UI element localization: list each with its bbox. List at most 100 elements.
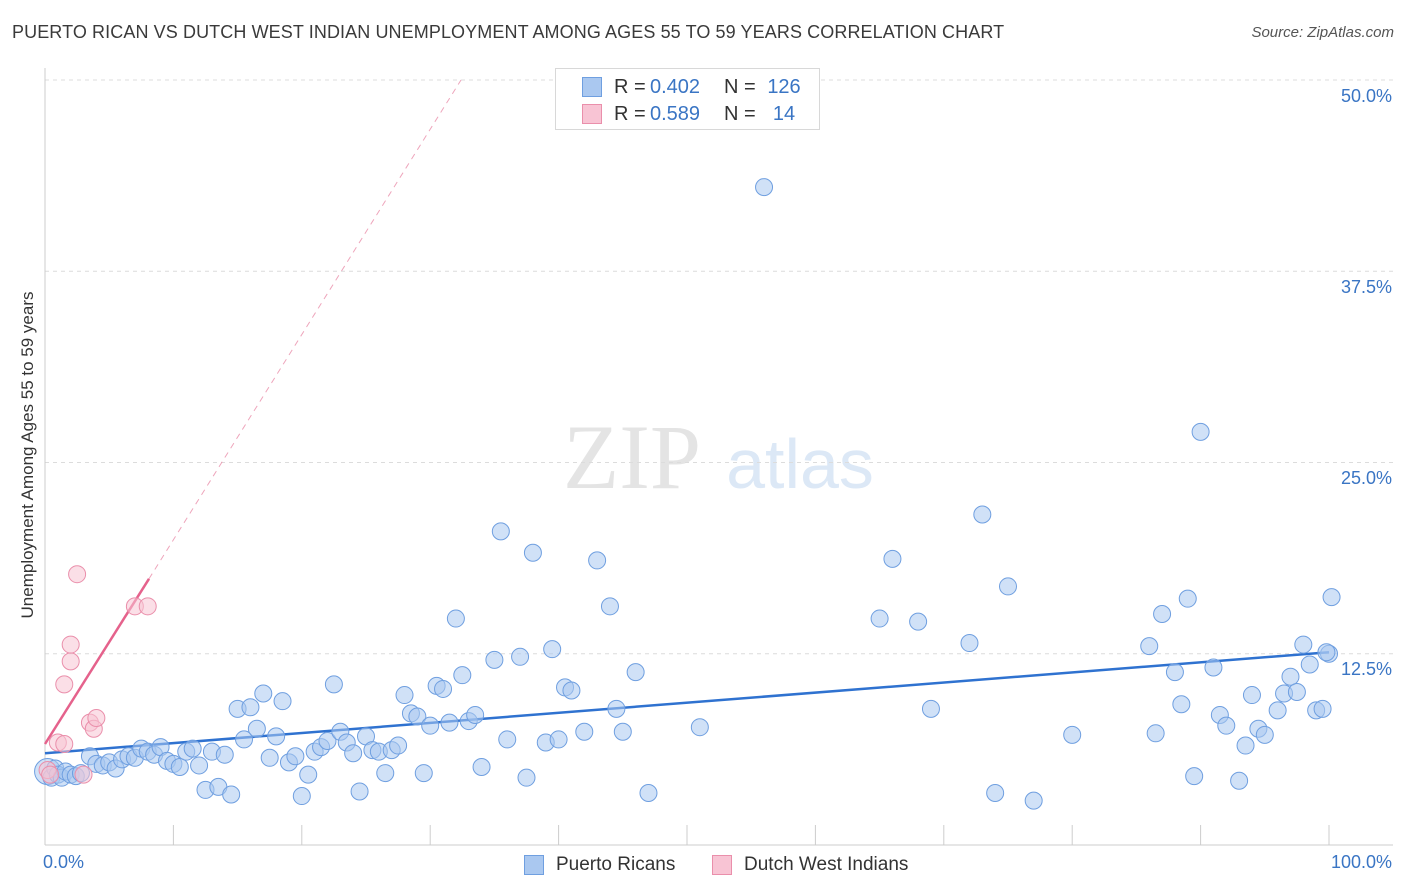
data-point <box>1146 724 1165 743</box>
data-point <box>273 692 292 711</box>
data-point <box>1140 637 1159 656</box>
data-point <box>1063 725 1082 744</box>
data-point <box>41 765 60 784</box>
data-point <box>613 722 632 741</box>
data-point <box>1281 667 1300 686</box>
axes <box>44 68 1393 846</box>
data-point <box>960 634 979 653</box>
data-point <box>247 719 266 738</box>
data-point <box>453 666 472 685</box>
data-point <box>1172 695 1191 714</box>
data-point <box>267 727 286 746</box>
data-point <box>440 713 459 732</box>
data-point <box>421 716 440 735</box>
data-point <box>222 785 241 804</box>
data-point <box>1230 771 1249 790</box>
data-point <box>1165 663 1184 682</box>
watermark-zip: ZIP <box>563 406 701 508</box>
data-point <box>466 705 485 724</box>
legend-swatch-blue <box>524 855 544 875</box>
data-point <box>1313 699 1332 718</box>
data-point <box>986 783 1005 802</box>
legend-label-puerto-ricans: Puerto Ricans <box>556 854 676 875</box>
legend-item-puerto-ricans: Puerto Ricans <box>524 852 675 878</box>
data-point <box>639 783 658 802</box>
legend-item-dutch-west-indians: Dutch West Indians <box>712 852 908 878</box>
data-point <box>350 782 369 801</box>
data-point <box>190 756 209 775</box>
data-point <box>183 739 202 758</box>
data-point <box>61 652 80 671</box>
legend-row-puerto-ricans: R = 0.402 N = 126 <box>582 74 804 100</box>
data-point <box>1204 658 1223 677</box>
legend-r-label: R = <box>614 75 646 98</box>
grid-lines <box>45 79 1393 655</box>
y-tick-label-25: 25.0% <box>1340 468 1392 488</box>
data-point <box>472 757 491 776</box>
data-point <box>1317 643 1336 662</box>
y-tick-label-37-5: 37.5% <box>1340 277 1392 297</box>
legend-label-dutch-west-indians: Dutch West Indians <box>744 854 909 875</box>
legend-r-label: R = <box>614 102 646 125</box>
data-point <box>235 730 254 749</box>
data-point <box>870 609 889 628</box>
watermark-atlas: atlas <box>726 425 874 503</box>
data-point <box>607 699 626 718</box>
data-point <box>446 609 465 628</box>
data-point <box>215 745 234 764</box>
data-point <box>87 709 106 728</box>
data-point <box>1185 767 1204 786</box>
data-point <box>68 565 87 584</box>
data-point <box>755 178 774 197</box>
data-point <box>626 663 645 682</box>
data-point <box>318 731 337 750</box>
data-point <box>1178 589 1197 608</box>
legend-swatch-pink <box>582 104 602 124</box>
legend-swatch-pink <box>712 855 732 875</box>
legend-swatch-blue <box>582 77 602 97</box>
data-points <box>34 178 1341 810</box>
data-point <box>1024 791 1043 810</box>
data-point <box>999 577 1017 596</box>
data-point <box>299 765 318 784</box>
trend-line-extension <box>148 79 462 580</box>
x-tick-label-max: 100.0% <box>1330 852 1392 872</box>
data-point <box>286 747 305 766</box>
data-point <box>517 768 536 787</box>
data-point <box>61 635 80 654</box>
data-point <box>883 549 902 568</box>
y-tick-label-12-5: 12.5% <box>1340 659 1392 679</box>
correlation-legend: R = 0.402 N = 126 R = 0.589 N = 14 <box>555 68 820 130</box>
data-point <box>1242 686 1261 705</box>
data-point <box>138 597 157 616</box>
data-point <box>170 757 189 776</box>
data-point <box>921 699 940 718</box>
data-point <box>260 748 279 767</box>
data-point <box>523 543 542 562</box>
legend-n-value: 126 <box>767 75 801 98</box>
y-axis-label: Unemployment Among Ages 55 to 59 years <box>18 291 37 619</box>
data-point <box>1191 422 1210 441</box>
data-point <box>254 684 273 703</box>
data-point <box>973 505 992 524</box>
data-point <box>434 679 453 698</box>
data-point <box>241 698 260 717</box>
y-tick-label-50: 50.0% <box>1340 86 1392 106</box>
data-point <box>395 686 414 705</box>
source-label: Source: ZipAtlas.com <box>1251 24 1394 41</box>
data-point <box>1236 736 1255 755</box>
data-point <box>549 730 568 749</box>
legend-r-value: 0.402 <box>650 75 701 98</box>
legend-n-label: N = <box>724 102 756 125</box>
data-point <box>498 730 517 749</box>
data-point <box>55 675 74 694</box>
data-point <box>344 744 363 763</box>
data-point <box>408 707 427 726</box>
legend-n-value: 14 <box>772 102 796 125</box>
data-point <box>292 787 311 806</box>
legend-row-dutch-west-indians: R = 0.589 N = 14 <box>582 101 804 127</box>
data-point <box>562 681 581 700</box>
legend-r-value: 0.589 <box>650 102 701 125</box>
data-point <box>1287 683 1306 701</box>
data-point <box>414 764 433 783</box>
